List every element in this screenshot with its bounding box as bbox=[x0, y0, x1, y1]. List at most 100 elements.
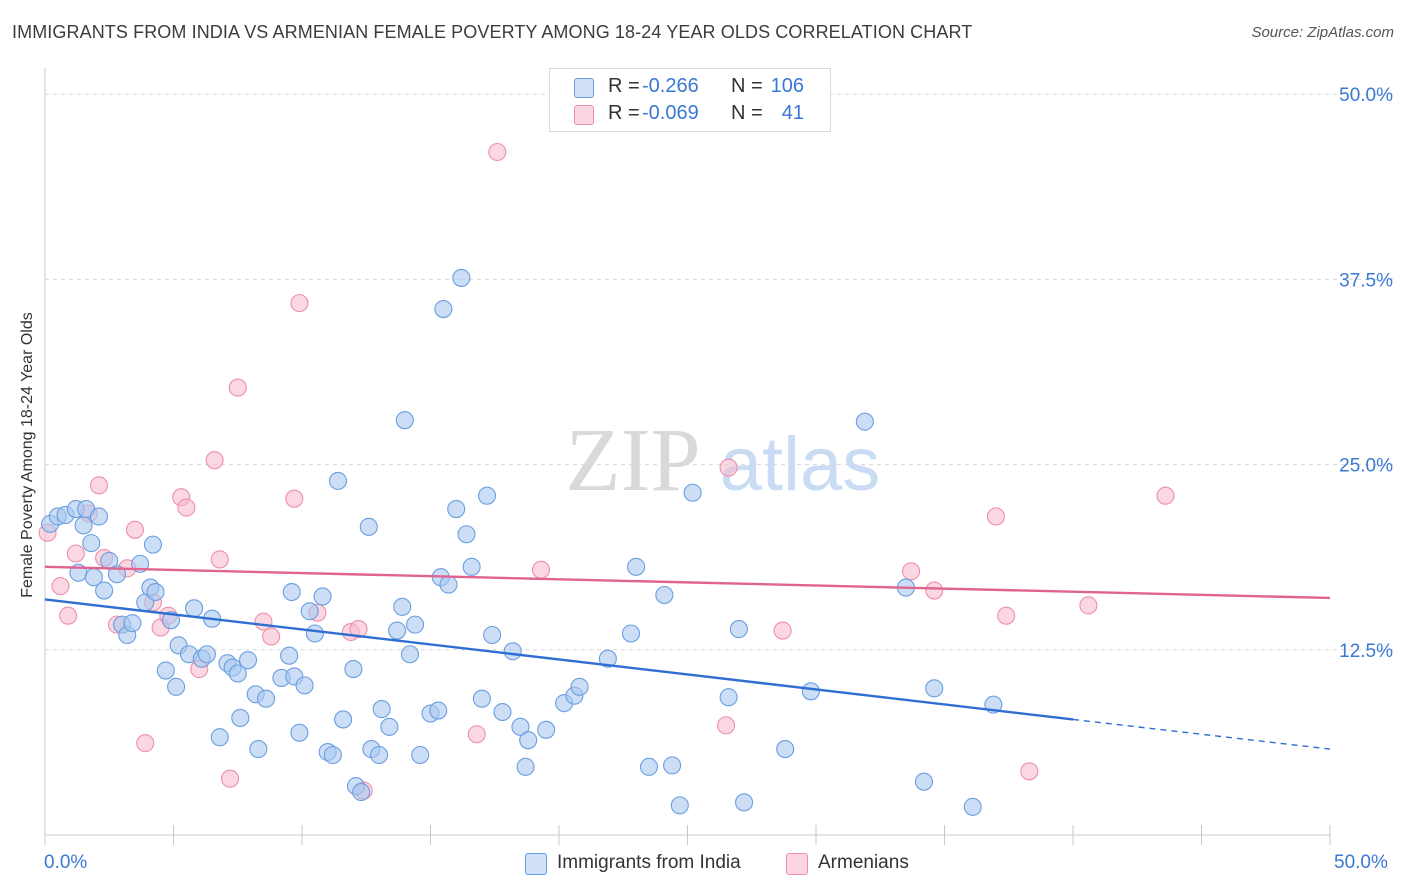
india-point-75 bbox=[483, 625, 502, 645]
india-point-36 bbox=[256, 689, 276, 708]
india-point-56 bbox=[372, 700, 391, 719]
india-point-74 bbox=[477, 486, 497, 505]
india-point-53 bbox=[359, 517, 378, 536]
india-point-63 bbox=[411, 745, 430, 765]
india-points bbox=[41, 268, 1003, 816]
legend-n-value-armenians: 41 bbox=[781, 102, 804, 124]
watermark-atlas: atlas bbox=[720, 422, 881, 507]
watermark-zip: ZIP bbox=[566, 411, 701, 510]
armenians-point-30 bbox=[488, 142, 507, 162]
armenians-point-23 bbox=[285, 489, 304, 508]
watermark: ZIP atlas bbox=[566, 411, 881, 510]
legend-swatch-armenians bbox=[574, 105, 594, 125]
india-point-20 bbox=[161, 611, 180, 630]
trend-lines bbox=[44, 565, 1331, 750]
india-point-59 bbox=[393, 597, 412, 616]
india-point-42 bbox=[295, 676, 314, 695]
india-point-71 bbox=[457, 525, 476, 544]
india-point-85 bbox=[598, 649, 617, 668]
india-point-100 bbox=[914, 772, 933, 791]
india-point-72 bbox=[462, 557, 481, 576]
india-trend-line bbox=[44, 598, 1074, 721]
india-point-47 bbox=[323, 745, 342, 765]
india-point-89 bbox=[655, 585, 674, 605]
india-point-93 bbox=[719, 688, 738, 707]
india-point-43 bbox=[305, 624, 324, 643]
armenians-point-41 bbox=[1156, 486, 1175, 505]
india-point-101 bbox=[925, 679, 944, 698]
india-point-80 bbox=[519, 731, 538, 750]
armenians-point-33 bbox=[719, 458, 738, 477]
armenians-point-40 bbox=[1079, 596, 1098, 615]
source-label: Source: ZipAtlas.com bbox=[1251, 24, 1394, 41]
india-point-31 bbox=[228, 664, 247, 683]
armenians-point-37 bbox=[986, 507, 1005, 526]
armenians-point-5 bbox=[89, 476, 109, 495]
india-point-35 bbox=[249, 740, 268, 759]
india-point-77 bbox=[503, 642, 522, 661]
series-legend: Immigrants from India Armenians bbox=[0, 852, 1406, 878]
india-point-49 bbox=[334, 710, 353, 729]
india-point-67 bbox=[434, 299, 453, 319]
india-point-79 bbox=[516, 757, 535, 776]
india-point-69 bbox=[447, 500, 466, 519]
armenians-point-31 bbox=[531, 560, 551, 579]
chart-title: IMMIGRANTS FROM INDIA VS ARMENIAN FEMALE… bbox=[12, 22, 973, 42]
armenians-point-10 bbox=[136, 734, 155, 753]
india-point-98 bbox=[855, 412, 874, 431]
india-point-41 bbox=[290, 723, 309, 742]
armenians-point-20 bbox=[228, 378, 247, 397]
legend-n-label: N = bbox=[731, 102, 763, 124]
grid-lines bbox=[45, 93, 1393, 651]
india-point-61 bbox=[400, 645, 419, 664]
y-tick-labels: 12.5% 25.0% 37.5% 50.0% bbox=[1339, 85, 1393, 662]
india-point-65 bbox=[429, 701, 448, 720]
india-point-32 bbox=[231, 708, 250, 728]
india-point-92 bbox=[683, 483, 702, 502]
india-point-97 bbox=[801, 682, 820, 701]
india-point-19 bbox=[156, 661, 175, 680]
armenians-point-38 bbox=[997, 606, 1016, 625]
armenians-point-36 bbox=[925, 581, 944, 600]
armenians-point-27 bbox=[349, 620, 368, 639]
armenians-point-2 bbox=[59, 606, 78, 625]
legend-label-india: Immigrants from India bbox=[557, 852, 741, 873]
y-tick-label-2: 37.5% bbox=[1339, 270, 1393, 291]
india-point-76 bbox=[493, 702, 512, 722]
india-point-70 bbox=[452, 268, 471, 287]
india-point-81 bbox=[537, 720, 556, 739]
india-point-87 bbox=[627, 557, 646, 576]
india-point-13 bbox=[123, 614, 142, 633]
armenians-point-22 bbox=[262, 627, 281, 646]
india-point-10 bbox=[107, 565, 127, 584]
india-point-94 bbox=[729, 620, 748, 639]
india-point-24 bbox=[185, 599, 204, 618]
india-point-4 bbox=[74, 516, 93, 535]
india-trend-extension bbox=[1072, 718, 1331, 750]
legend-swatch-india bbox=[525, 853, 547, 875]
india-point-68 bbox=[439, 575, 458, 594]
india-point-84 bbox=[570, 677, 589, 696]
armenians-point-17 bbox=[205, 451, 224, 470]
legend-n-label: N = bbox=[731, 75, 763, 97]
armenians-point-9 bbox=[125, 520, 144, 539]
armenians-point-24 bbox=[290, 294, 309, 313]
india-point-44 bbox=[300, 602, 319, 621]
y-tick-label-3: 50.0% bbox=[1339, 85, 1393, 106]
legend-n-value-india: 106 bbox=[770, 75, 804, 97]
legend-r-label: R = bbox=[608, 75, 640, 97]
armenians-point-32 bbox=[716, 716, 736, 735]
india-point-50 bbox=[344, 660, 363, 679]
armenians-point-3 bbox=[66, 544, 85, 563]
legend-r-value-armenians: -0.069 bbox=[642, 102, 699, 124]
armenians-trend-line bbox=[44, 565, 1331, 600]
india-point-6 bbox=[82, 534, 101, 553]
india-point-17 bbox=[146, 582, 165, 602]
india-point-105 bbox=[89, 507, 109, 526]
legend-r-label: R = bbox=[608, 102, 640, 124]
armenians-point-39 bbox=[1020, 762, 1039, 781]
armenians-point-15 bbox=[177, 498, 196, 517]
india-point-38 bbox=[280, 646, 299, 665]
india-point-45 bbox=[313, 587, 332, 606]
x-axis-max-label: 50.0% bbox=[1334, 852, 1388, 873]
